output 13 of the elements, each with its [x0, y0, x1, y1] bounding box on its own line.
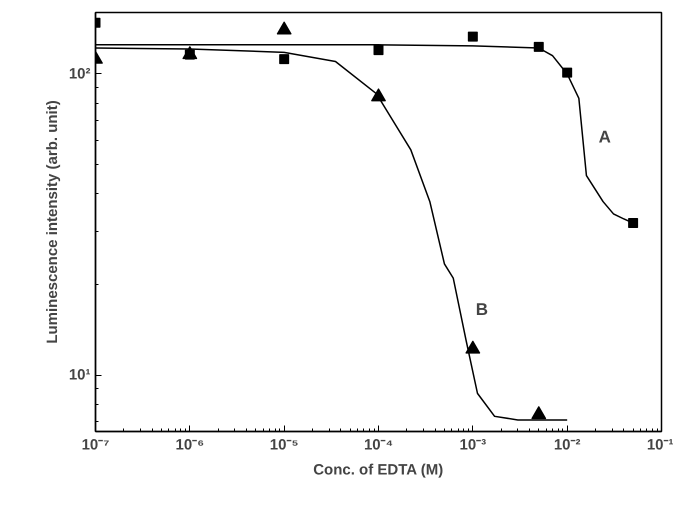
y-axis-title: Luminescence intensity (arb. unit) [44, 100, 61, 344]
x-tick-label: 10⁻⁷ [82, 436, 110, 454]
y-tick-label: 10² [68, 65, 91, 82]
y-tick-label: 10¹ [68, 366, 91, 384]
x-tick-label: 10⁻¹ [646, 436, 673, 454]
x-tick-label: 10⁻⁶ [176, 436, 204, 454]
x-tick-label: 10⁻² [554, 436, 581, 454]
x-tick-label: 10⁻³ [459, 436, 486, 454]
x-tick-label: 10⁻⁵ [270, 436, 299, 454]
series-label: B [476, 300, 488, 319]
x-axis-title: Conc. of EDTA (M) [313, 462, 444, 478]
series-label: A [598, 127, 611, 146]
x-tick-label: 10⁻⁴ [364, 436, 394, 454]
